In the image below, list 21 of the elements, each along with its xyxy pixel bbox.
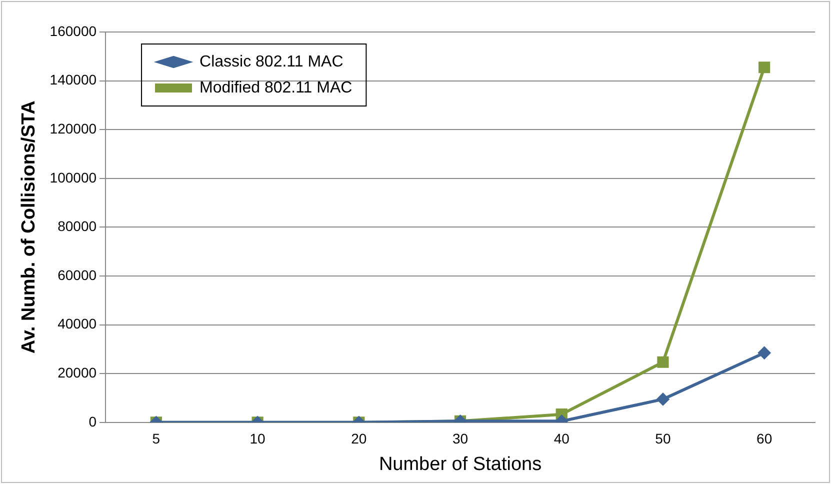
x-tick-label: 50 — [655, 430, 671, 447]
y-tick-label: 0 — [88, 413, 97, 430]
x-tick-label: 30 — [452, 430, 468, 447]
x-tick-label: 5 — [152, 430, 160, 447]
x-tick-label: 40 — [554, 430, 570, 447]
y-tick-label: 100000 — [50, 169, 97, 186]
y-tick-label: 60000 — [58, 266, 97, 283]
y-tick-label: 80000 — [58, 218, 97, 234]
x-axis-title: Number of Stations — [378, 454, 542, 475]
legend-label: Classic 802.11 MAC — [200, 53, 344, 70]
point — [758, 62, 770, 74]
y-tick-label: 40000 — [58, 316, 97, 332]
x-tick-label: 20 — [351, 430, 367, 447]
y-tick-label: 160000 — [50, 22, 97, 39]
y-tick-label: 20000 — [58, 364, 97, 380]
x-tick-label: 60 — [756, 430, 772, 447]
y-tick-label: 140000 — [50, 72, 97, 88]
y-tick-label: 120000 — [50, 120, 97, 136]
y-axis-title: Av. Numb. of Collisions/STA — [18, 100, 40, 354]
legend-label: Modified 802.11 MAC — [200, 79, 352, 96]
x-tick-label: 10 — [250, 430, 266, 447]
